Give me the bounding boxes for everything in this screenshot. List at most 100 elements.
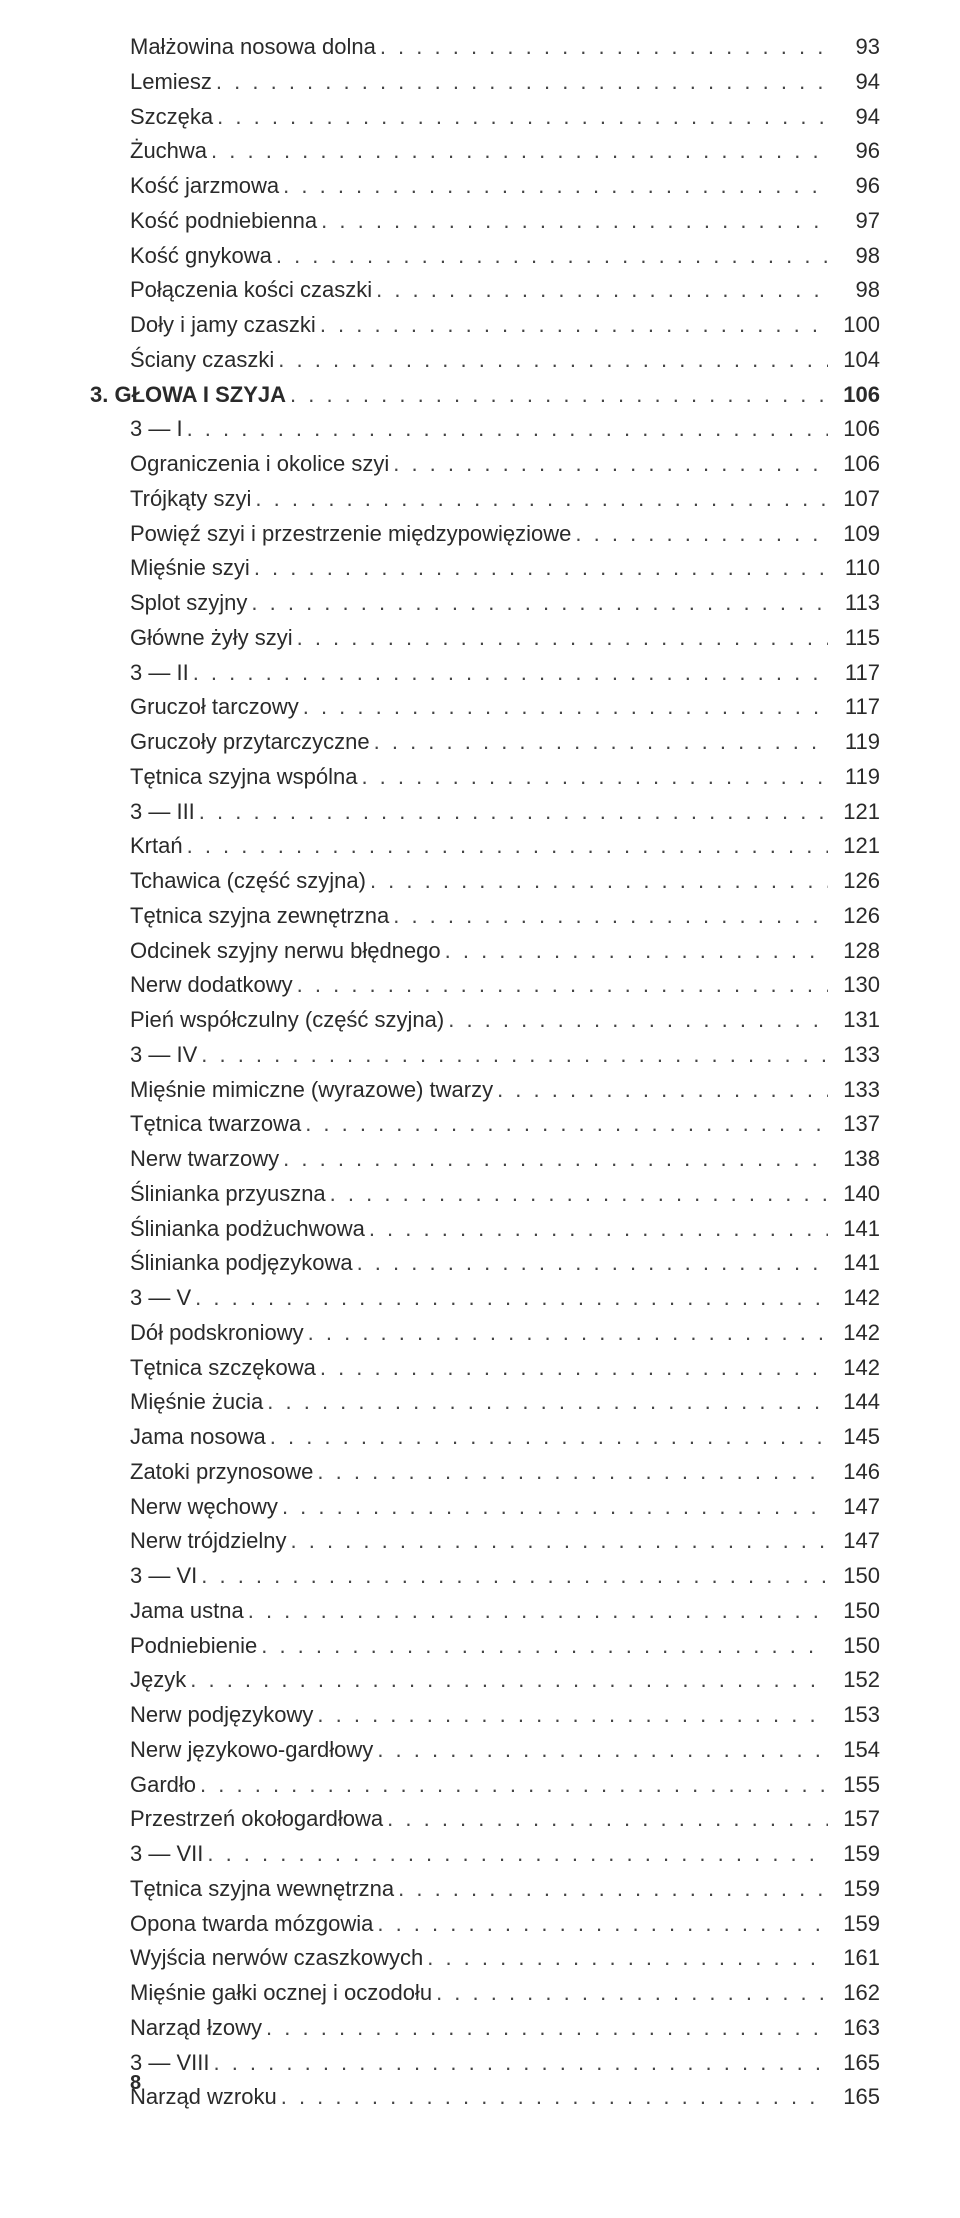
toc-entry-label: Nerw dodatkowy	[130, 968, 293, 1003]
toc-entry-label: 3 — VII	[130, 1837, 203, 1872]
toc-leader-dots	[287, 1524, 829, 1559]
toc-leader-dots	[317, 204, 828, 239]
toc-entry: Gruczoł tarczowy117	[90, 690, 880, 725]
toc-entry-page: 138	[828, 1142, 880, 1177]
toc-entry: Pień współczulny (część szyjna)131	[90, 1003, 880, 1038]
toc-leader-dots	[262, 2011, 828, 2046]
toc-entry: 3 — VII159	[90, 1837, 880, 1872]
toc-entry: Połączenia kości czaszki98	[90, 273, 880, 308]
toc-entry: Mięśnie gałki ocznej i oczodołu162	[90, 1976, 880, 2011]
toc-entry-label: Mięśnie szyi	[130, 551, 250, 586]
toc-leader-dots	[432, 1976, 828, 2011]
toc-entry-label: Małżowina nosowa dolna	[130, 30, 376, 65]
toc-leader-dots	[373, 1907, 828, 1942]
toc-entry: Jama ustna150	[90, 1594, 880, 1629]
toc-entry: Tchawica (część szyjna)126	[90, 864, 880, 899]
toc-entry-label: 3 — VIII	[130, 2046, 209, 2081]
toc-entry: Ślinianka podżuchwowa141	[90, 1212, 880, 1247]
toc-leader-dots	[279, 1142, 828, 1177]
toc-entry: Jama nosowa145	[90, 1420, 880, 1455]
toc-leader-dots	[250, 551, 828, 586]
toc-entry-page: 142	[828, 1351, 880, 1386]
toc-entry-label: Powięź szyi i przestrzenie międzypowięzi…	[130, 517, 571, 552]
toc-entry: Ślinianka przyuszna140	[90, 1177, 880, 1212]
toc-entry: Język152	[90, 1663, 880, 1698]
toc-entry-label: Pień współczulny (część szyjna)	[130, 1003, 444, 1038]
toc-entry: Krtań121	[90, 829, 880, 864]
toc-leader-dots	[207, 134, 828, 169]
toc-entry-label: Przestrzeń okołogardłowa	[130, 1802, 383, 1837]
toc-entry-page: 130	[828, 968, 880, 1003]
toc-entry-label: Narząd wzroku	[130, 2080, 277, 2115]
toc-leader-dots	[376, 30, 828, 65]
toc-entry-page: 141	[828, 1246, 880, 1281]
toc-entry-page: 163	[828, 2011, 880, 2046]
toc-entry-label: Nerw podjęzykowy	[130, 1698, 313, 1733]
toc-entry-label: Główne żyły szyi	[130, 621, 293, 656]
toc-entry-page: 119	[828, 760, 880, 795]
toc-entry-page: 165	[828, 2046, 880, 2081]
toc-entry-page: 150	[828, 1594, 880, 1629]
toc-entry: Nerw językowo-gardłowy154	[90, 1733, 880, 1768]
toc-leader-dots	[370, 725, 828, 760]
toc-entry-label: Gruczoły przytarczyczne	[130, 725, 370, 760]
toc-leader-dots	[353, 1246, 828, 1281]
toc-entry: 3 — I106	[90, 412, 880, 447]
toc-leader-dots	[257, 1629, 828, 1664]
toc-entry-page: 104	[828, 343, 880, 378]
toc-entry: Opona twarda mózgowia 159	[90, 1907, 880, 1942]
toc-entry-page: 106	[828, 412, 880, 447]
toc-entry: Splot szyjny113	[90, 586, 880, 621]
toc-entry-label: Opona twarda mózgowia	[130, 1907, 373, 1942]
toc-entry-label: Tętnica szyjna zewnętrzna	[130, 899, 389, 934]
toc-entry-label: Kość gnykowa	[130, 239, 272, 274]
toc-entry-page: 137	[828, 1107, 880, 1142]
toc-entry-label: Lemiesz	[130, 65, 212, 100]
toc-entry-page: 94	[828, 65, 880, 100]
toc-entry-page: 128	[828, 934, 880, 969]
toc-entry-label: Wyjścia nerwów czaszkowych	[130, 1941, 423, 1976]
toc-leader-dots	[247, 586, 828, 621]
toc-leader-dots	[365, 1212, 828, 1247]
toc-leader-dots	[293, 621, 828, 656]
toc-entry: Narząd łzowy163	[90, 2011, 880, 2046]
toc-entry: Mięśnie szyi 110	[90, 551, 880, 586]
toc-entry: Tętnica szyjna wspólna119	[90, 760, 880, 795]
toc-entry-page: 159	[828, 1907, 880, 1942]
toc-entry-label: Tętnica szyjna wewnętrzna	[130, 1872, 394, 1907]
toc-leader-dots	[316, 308, 828, 343]
toc-entry-page: 140	[828, 1177, 880, 1212]
toc-leader-dots	[266, 1420, 828, 1455]
toc-entry-page: 110	[828, 551, 880, 586]
toc-entry-label: Nerw węchowy	[130, 1490, 278, 1525]
toc-leader-dots	[316, 1351, 828, 1386]
toc-leader-dots	[272, 239, 828, 274]
toc-entry: Mięśnie mimiczne (wyrazowe) twarzy133	[90, 1073, 880, 1108]
toc-entry-label: Doły i jamy czaszki	[130, 308, 316, 343]
toc-entry-label: Tętnica twarzowa	[130, 1107, 301, 1142]
toc-entry-page: 150	[828, 1559, 880, 1594]
toc-entry-page: 146	[828, 1455, 880, 1490]
toc-entry: Nerw twarzowy138	[90, 1142, 880, 1177]
toc-entry-label: Dół podskroniowy	[130, 1316, 304, 1351]
toc-leader-dots	[357, 760, 828, 795]
toc-entry-page: 150	[828, 1629, 880, 1664]
toc-entry: Kość podniebienna97	[90, 204, 880, 239]
toc-entry-label: Szczęka	[130, 100, 213, 135]
toc-entry-page: 142	[828, 1281, 880, 1316]
toc-entry-page: 96	[828, 134, 880, 169]
toc-entry: Gruczoły przytarczyczne119	[90, 725, 880, 760]
toc-entry-label: Mięśnie mimiczne (wyrazowe) twarzy	[130, 1073, 493, 1108]
toc-entry: Nerw węchowy147	[90, 1490, 880, 1525]
toc-leader-dots	[191, 1281, 828, 1316]
toc-entry: Mięśnie żucia144	[90, 1385, 880, 1420]
toc-leader-dots	[389, 447, 828, 482]
toc-entry-label: 3 — II	[130, 656, 189, 691]
toc-entry: Doły i jamy czaszki100	[90, 308, 880, 343]
toc-entry: Podniebienie150	[90, 1629, 880, 1664]
toc-entry: Kość jarzmowa96	[90, 169, 880, 204]
toc-entry-label: Gardło	[130, 1768, 196, 1803]
toc-entry-label: Trójkąty szyi	[130, 482, 251, 517]
toc-entry: Wyjścia nerwów czaszkowych161	[90, 1941, 880, 1976]
toc-entry-label: Ślinianka podżuchwowa	[130, 1212, 365, 1247]
